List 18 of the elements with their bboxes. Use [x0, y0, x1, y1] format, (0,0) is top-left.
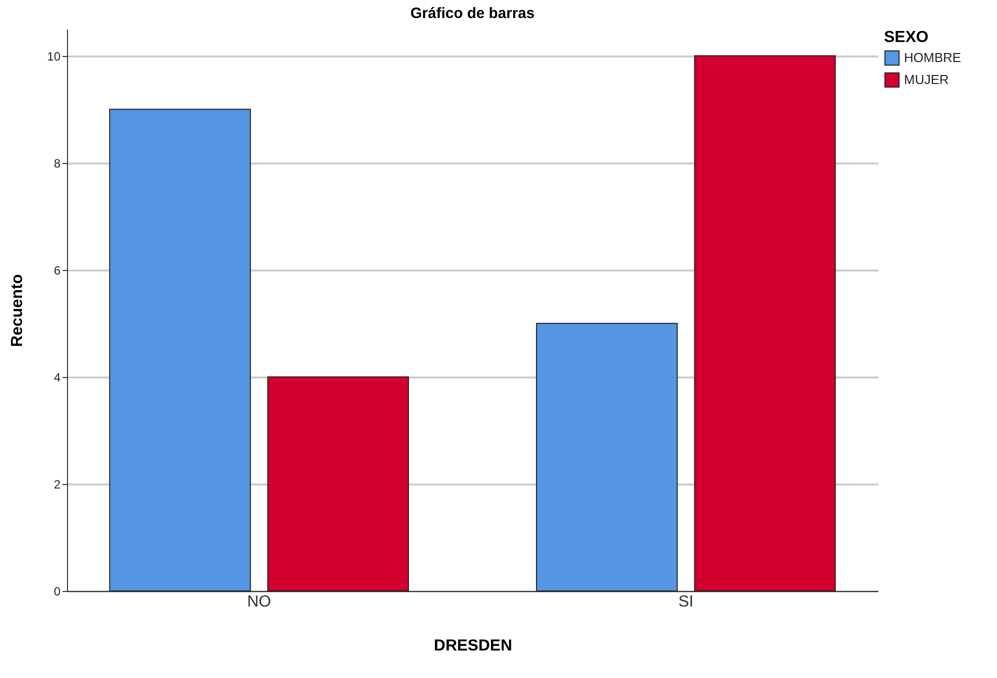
chart-title: Gráfico de barras — [410, 5, 535, 22]
y-tick-label: 0 — [54, 584, 61, 598]
y-tick-label: 2 — [54, 477, 61, 492]
bar — [536, 322, 678, 592]
y-axis-title: Recuento — [9, 274, 26, 347]
x-axis-title: DRESDEN — [434, 638, 512, 654]
bar — [109, 108, 251, 592]
y-tick-label: 10 — [47, 49, 61, 64]
x-tick-label: SI — [678, 594, 694, 610]
legend-label: HOMBRE — [904, 50, 962, 65]
legend-label: MUJER — [904, 72, 949, 87]
y-tick-label: 4 — [54, 370, 61, 384]
x-tick-label: NO — [247, 594, 272, 610]
bar — [694, 55, 836, 592]
y-tick-label: 6 — [54, 263, 61, 278]
legend-title: SEXO — [884, 29, 928, 46]
y-tick-label: 8 — [54, 156, 61, 170]
bar — [267, 376, 409, 592]
